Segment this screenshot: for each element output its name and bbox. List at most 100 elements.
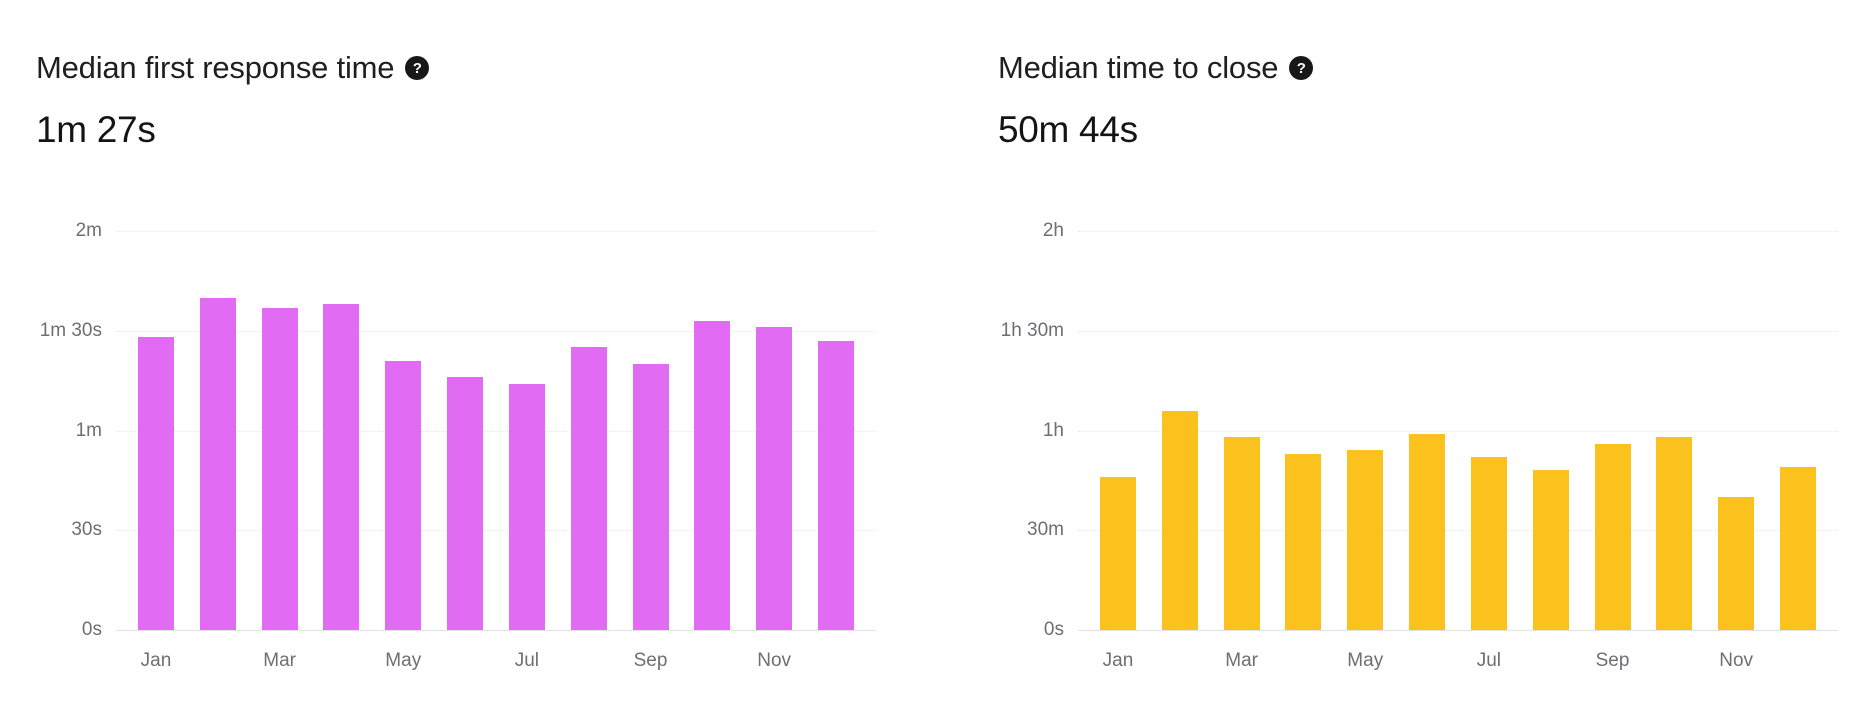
- x-axis: Jan Mar May Jul Sep Nov: [1078, 650, 1838, 672]
- bar-jul[interactable]: [1470, 457, 1507, 630]
- x-slot: Sep: [1595, 650, 1631, 672]
- x-axis-tick-label: Jan: [1102, 650, 1134, 671]
- y-axis-tick-label: 1m: [75, 419, 102, 441]
- gridline: [116, 530, 876, 532]
- help-icon[interactable]: ?: [1289, 56, 1314, 80]
- bar-slot: [1100, 231, 1136, 630]
- x-axis-tick-label: Jan: [140, 650, 172, 671]
- x-axis-tick-label: Jul: [514, 650, 540, 671]
- x-slot: [1162, 650, 1198, 672]
- y-axis: 2h 1h 30m 1h 30m 0s: [998, 220, 1064, 640]
- bar-slot: [1779, 231, 1816, 630]
- bar-slot: [323, 231, 360, 630]
- y-axis-tick-label: 30s: [71, 519, 102, 541]
- chart-title: Median first response time: [36, 50, 395, 85]
- x-axis-baseline: [116, 630, 876, 631]
- bar-slot: [817, 231, 854, 630]
- x-axis-tick-label: Mar: [1225, 650, 1258, 671]
- y-axis-tick-label: 30m: [1027, 519, 1064, 541]
- bar-slot: [199, 231, 236, 630]
- x-slot: [1409, 650, 1445, 672]
- bar-slot: [756, 231, 793, 630]
- x-slot: Mar: [262, 650, 298, 672]
- x-axis-tick-label: Nov: [757, 650, 792, 671]
- bar-may[interactable]: [1347, 450, 1384, 630]
- x-axis-tick-label: Sep: [633, 650, 668, 671]
- bar-slot: [1718, 231, 1755, 630]
- gridline: [1078, 430, 1838, 432]
- x-axis-tick-label: May: [1347, 650, 1384, 671]
- plot-area: [116, 231, 876, 631]
- bar-mar[interactable]: [1223, 437, 1260, 630]
- chart-card-median-first-response-time: Median first response time ? 1m 27s 2m 1m…: [36, 50, 876, 672]
- chart-card-median-time-to-close: Median time to close ? 50m 44s 2h 1h 30m 1…: [998, 50, 1838, 672]
- x-slot: May: [1347, 650, 1383, 672]
- x-axis-baseline: [1078, 630, 1838, 631]
- bar-aug[interactable]: [570, 347, 607, 630]
- x-slot: [323, 650, 359, 672]
- plot-column: Jan Mar May Jul Sep Nov: [1078, 231, 1838, 672]
- bar-feb[interactable]: [199, 297, 236, 630]
- bar-slot: [1285, 231, 1322, 630]
- y-axis: 2m 1m 30s 1m 30s 0s: [36, 220, 102, 640]
- bars: [116, 231, 876, 630]
- bar-jun[interactable]: [447, 377, 484, 630]
- y-axis-tick-label: 1h 30m: [1000, 319, 1064, 341]
- x-slot: [571, 650, 607, 672]
- bar-slot: [1470, 231, 1507, 630]
- bar-nov[interactable]: [1718, 497, 1755, 630]
- bar-aug[interactable]: [1532, 470, 1569, 630]
- gridline: [1078, 530, 1838, 532]
- bar-slot: [508, 231, 545, 630]
- bar-slot: [138, 231, 174, 630]
- bar-mar[interactable]: [261, 307, 298, 630]
- bar-oct[interactable]: [694, 320, 731, 630]
- x-axis-tick-label: Sep: [1595, 650, 1630, 671]
- gridline: [1078, 231, 1838, 232]
- chart-header: Median first response time ?: [36, 50, 876, 86]
- bar-apr[interactable]: [323, 304, 360, 630]
- bar-feb[interactable]: [1161, 410, 1198, 630]
- bar-jan[interactable]: [1100, 477, 1136, 630]
- bar-jan[interactable]: [138, 337, 174, 630]
- bar-slot: [1532, 231, 1569, 630]
- chart-body: 2m 1m 30s 1m 30s 0s Jan Mar May Jul Sep Nov: [36, 220, 876, 672]
- bar-sep[interactable]: [1594, 443, 1631, 630]
- bars: [1078, 231, 1838, 630]
- bar-dec[interactable]: [817, 340, 854, 630]
- bar-slot: [632, 231, 669, 630]
- y-axis-tick-label: 0s: [81, 619, 102, 640]
- x-slot: Jan: [138, 650, 174, 672]
- bar-nov[interactable]: [756, 327, 793, 630]
- help-icon[interactable]: ?: [405, 56, 430, 80]
- x-slot: Sep: [633, 650, 669, 672]
- x-slot: [447, 650, 483, 672]
- chart-title: Median time to close: [998, 50, 1279, 85]
- x-slot: [1780, 650, 1816, 672]
- x-slot: [1533, 650, 1569, 672]
- x-axis: Jan Mar May Jul Sep Nov: [116, 650, 876, 672]
- bar-slot: [1594, 231, 1631, 630]
- gridline: [116, 430, 876, 432]
- y-axis-tick-label: 1m 30s: [39, 319, 102, 341]
- bar-slot: [1347, 231, 1384, 630]
- bar-slot: [447, 231, 484, 630]
- y-axis-tick-label: 2m: [75, 220, 102, 241]
- bar-oct[interactable]: [1656, 437, 1693, 630]
- x-slot: Jan: [1100, 650, 1136, 672]
- bar-jul[interactable]: [508, 383, 545, 630]
- bar-jun[interactable]: [1409, 433, 1446, 630]
- bar-sep[interactable]: [632, 364, 669, 630]
- x-slot: May: [385, 650, 421, 672]
- reports-charts-row: Median first response time ? 1m 27s 2m 1m…: [36, 50, 1838, 672]
- bar-apr[interactable]: [1285, 453, 1322, 630]
- x-axis-tick-label: Jul: [1476, 650, 1502, 671]
- bar-dec[interactable]: [1779, 467, 1816, 630]
- x-slot: [694, 650, 730, 672]
- x-slot: [818, 650, 854, 672]
- x-axis-tick-label: Nov: [1719, 650, 1754, 671]
- x-slot: Jul: [509, 650, 545, 672]
- bar-slot: [1161, 231, 1198, 630]
- x-slot: [1656, 650, 1692, 672]
- bar-may[interactable]: [385, 360, 422, 630]
